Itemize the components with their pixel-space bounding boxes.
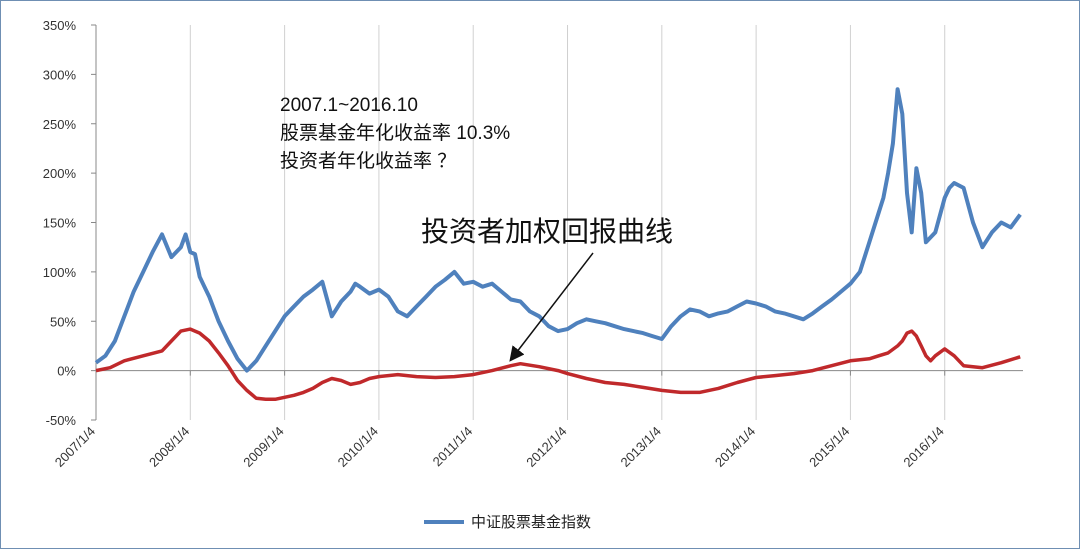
note-date-range: 2007.1~2016.10	[280, 95, 418, 116]
x-tick-labels: 2007/1/4 2008/1/4 2009/1/4 2010/1/4 2011/1/4…	[52, 370, 947, 470]
y-tick-label-2: 250%	[43, 117, 77, 132]
series-line-0	[94, 87, 1022, 373]
y-tick-labels: 350% 300% 250% 200% 150% 100% 50% 0% -50%	[43, 18, 96, 428]
y-tick-label-6: 50%	[50, 314, 76, 329]
x-tick-label-5: 2012/1/4	[523, 424, 569, 470]
x-tick-label-9: 2016/1/4	[900, 424, 946, 470]
x-tick-label-4: 2011/1/4	[430, 424, 476, 470]
y-tick-label-0: 350%	[43, 18, 77, 33]
gridlines	[95, 25, 946, 420]
y-tick-label-7: 0%	[57, 364, 76, 379]
note-fund-return: 股票基金年化收益率 10.3%	[280, 122, 510, 144]
y-tick-label-3: 200%	[43, 166, 77, 181]
x-tick-label-2: 2009/1/4	[240, 424, 286, 470]
x-tick-label-8: 2015/1/4	[806, 424, 852, 470]
legend: 中证股票基金指数	[424, 514, 591, 531]
x-tick-label-3: 2010/1/4	[335, 424, 381, 470]
x-tick-label-0: 2007/1/4	[52, 424, 98, 470]
y-tick-label-8: -50%	[46, 413, 77, 428]
x-tick-label-1: 2008/1/4	[146, 424, 192, 470]
y-tick-label-5: 100%	[43, 265, 77, 280]
investor-curve-label: 投资者加权回报曲线	[421, 216, 673, 247]
y-tick-label-4: 150%	[43, 216, 77, 231]
series-line-1	[95, 327, 1021, 402]
annotation-arrow	[509, 252, 594, 362]
series-lines	[94, 87, 1022, 402]
y-tick-label-1: 300%	[43, 67, 77, 82]
x-tick-label-7: 2014/1/4	[712, 424, 758, 470]
note-block: 2007.1~2016.10 股票基金年化收益率 10.3% 投资者年化收益率 …	[280, 95, 510, 172]
note-investor-return: 投资者年化收益率 ？	[280, 150, 456, 172]
legend-label: 中证股票基金指数	[471, 514, 591, 531]
x-tick-label-6: 2013/1/4	[618, 424, 664, 470]
